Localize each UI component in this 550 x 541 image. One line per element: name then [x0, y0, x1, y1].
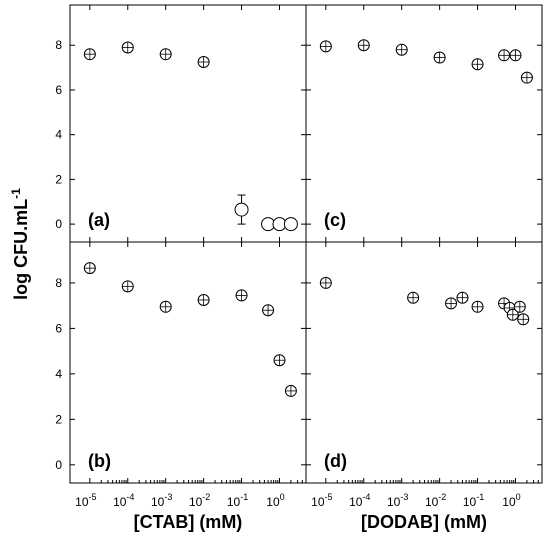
data-point — [506, 308, 519, 321]
data-point — [283, 217, 298, 232]
data-point — [159, 48, 172, 61]
data-point — [262, 304, 275, 317]
data-point — [471, 300, 484, 313]
data-point — [513, 300, 526, 313]
data-point — [319, 276, 332, 289]
data-point — [517, 313, 530, 326]
data-point — [197, 56, 210, 69]
x-tick-label: 10-2 — [425, 492, 446, 509]
y-axis-label: log CFU.mL-1 — [9, 188, 31, 300]
x-tick-label: 10-1 — [227, 492, 248, 509]
data-point — [357, 39, 370, 52]
chart-labels: 0 2 4 6 8 0 2 4 6 8 10-5 10-4 10-3 10-2 10-1 100 10-5 10-… — [9, 38, 521, 532]
x-tick-label: 10-5 — [311, 492, 332, 509]
data-point — [284, 384, 297, 397]
data-point — [395, 43, 408, 56]
x-tick-label: 100 — [502, 492, 520, 509]
data-point — [498, 49, 511, 62]
data-point — [235, 289, 248, 302]
panel-label: (c) — [324, 210, 346, 230]
data-point — [121, 41, 134, 54]
x-tick-label: 10-5 — [75, 492, 96, 509]
x-tick-label: 10-4 — [113, 492, 134, 509]
y-tick-label: 2 — [55, 412, 62, 426]
y-tick-label: 8 — [55, 38, 62, 52]
y-tick-label: 0 — [55, 217, 62, 231]
axis-ticks — [70, 5, 543, 483]
data-point — [319, 40, 332, 53]
y-tick-label: 4 — [55, 367, 62, 381]
data-point — [520, 71, 533, 84]
x-tick-label: 10-3 — [387, 492, 408, 509]
data-points — [83, 39, 533, 397]
data-point — [433, 51, 446, 64]
data-point — [407, 291, 420, 304]
x-tick-label: 10-2 — [189, 492, 210, 509]
data-point — [471, 58, 484, 71]
data-point — [234, 194, 249, 225]
x-tick-label: 10-4 — [349, 492, 370, 509]
data-marker — [283, 217, 298, 232]
data-point — [159, 300, 172, 313]
panel-label: (d) — [324, 451, 347, 471]
data-point — [121, 280, 134, 293]
panel-frames — [69, 4, 543, 484]
data-marker — [234, 202, 249, 217]
data-point — [83, 262, 96, 275]
x-tick-label: 10-3 — [151, 492, 172, 509]
data-point — [197, 293, 210, 306]
data-point — [456, 291, 469, 304]
y-tick-label: 6 — [55, 321, 62, 335]
x-tick-label: 100 — [266, 492, 284, 509]
data-point — [509, 49, 522, 62]
x-axis-label: [DODAB] (mM) — [361, 512, 487, 532]
data-point — [83, 48, 96, 61]
y-tick-label: 2 — [55, 172, 62, 186]
data-point — [273, 354, 286, 367]
x-tick-label: 10-1 — [463, 492, 484, 509]
y-tick-label: 0 — [55, 458, 62, 472]
x-axis-label: [CTAB] (mM) — [134, 512, 243, 532]
y-tick-label: 4 — [55, 128, 62, 142]
data-point — [445, 297, 458, 310]
y-tick-label: 6 — [55, 83, 62, 97]
panel-label: (b) — [88, 451, 111, 471]
y-tick-label: 8 — [55, 276, 62, 290]
panel-label: (a) — [88, 210, 110, 230]
